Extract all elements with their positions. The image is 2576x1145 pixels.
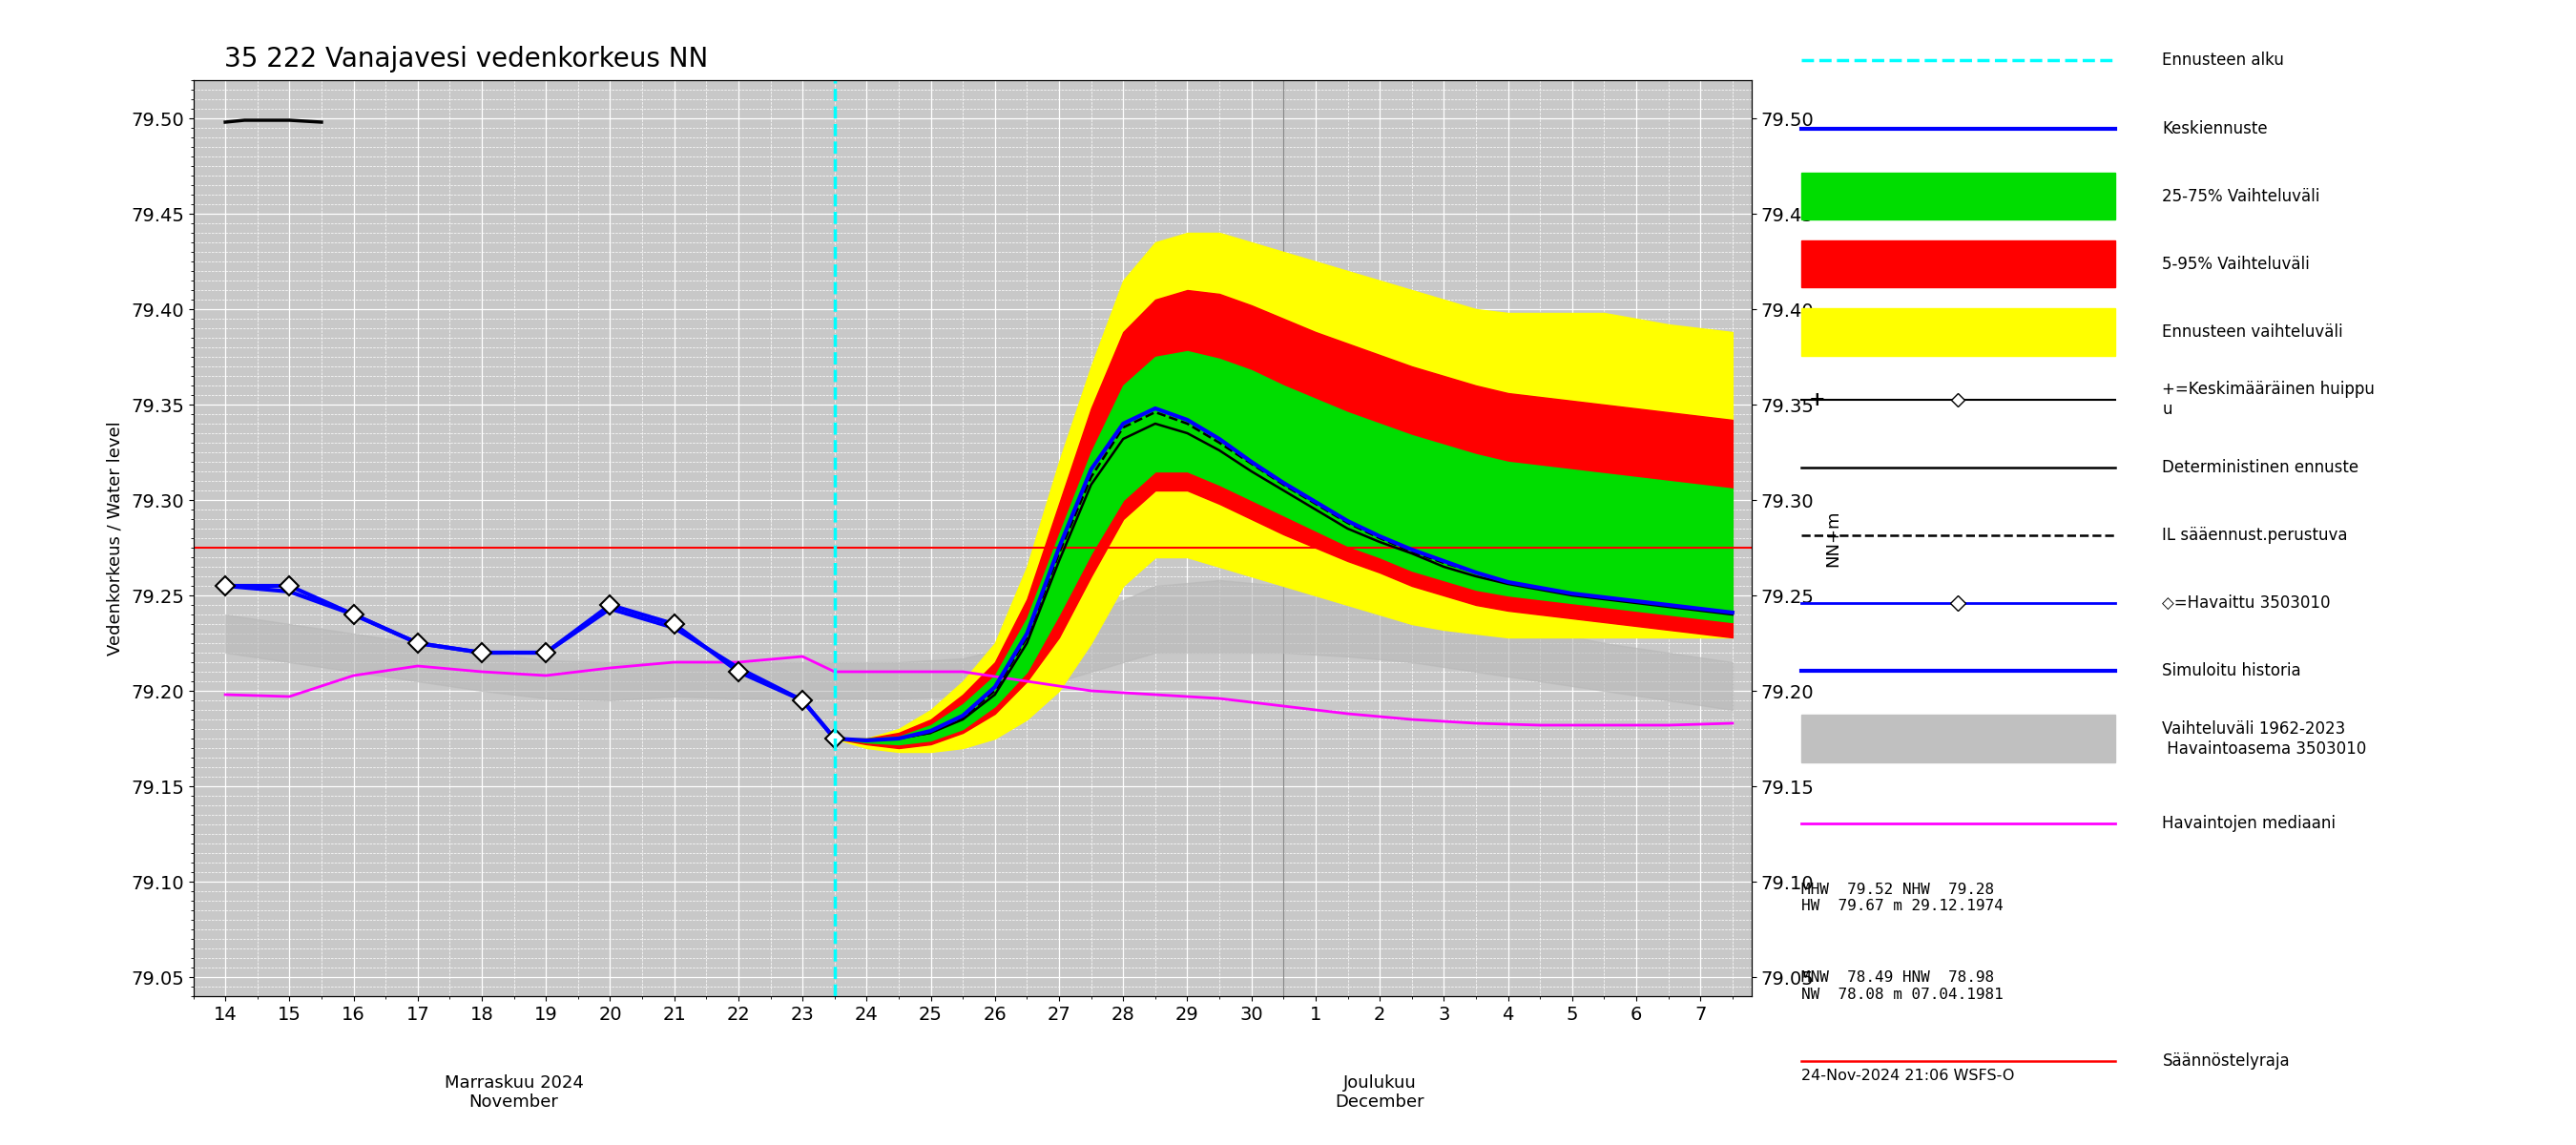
Y-axis label: Vedenkorkeus / Water level: Vedenkorkeus / Water level (106, 421, 124, 655)
Text: 35 222 Vanajavesi vedenkorkeus NN: 35 222 Vanajavesi vedenkorkeus NN (224, 46, 708, 72)
Text: Ennusteen vaihteluväli: Ennusteen vaihteluväli (2161, 323, 2344, 340)
Text: +=Keskimääräinen huippu
u: +=Keskimääräinen huippu u (2161, 381, 2375, 418)
Text: Keskiennuste: Keskiennuste (2161, 120, 2267, 137)
Text: 25-75% Vaihteluväli: 25-75% Vaihteluväli (2161, 188, 2321, 205)
Text: 5-95% Vaihteluväli: 5-95% Vaihteluväli (2161, 255, 2311, 273)
Text: +: + (1808, 390, 1826, 409)
Y-axis label: NN+m: NN+m (1824, 510, 1842, 567)
Text: Havaintojen mediaani: Havaintojen mediaani (2161, 815, 2336, 832)
Bar (1801, 308, 2115, 355)
Text: Marraskuu 2024
November: Marraskuu 2024 November (443, 1074, 582, 1111)
Text: Vaihteluväli 1962-2023
 Havaintoasema 3503010: Vaihteluväli 1962-2023 Havaintoasema 350… (2161, 720, 2367, 757)
Text: Säännöstelyraja: Säännöstelyraja (2161, 1052, 2290, 1069)
Bar (1801, 714, 2115, 763)
Text: Simuloitu historia: Simuloitu historia (2161, 662, 2300, 679)
Text: Ennusteen alku: Ennusteen alku (2161, 52, 2285, 69)
Bar (1801, 173, 2115, 220)
Text: 24-Nov-2024 21:06 WSFS-O: 24-Nov-2024 21:06 WSFS-O (1801, 1068, 2014, 1083)
Text: Joulukuu
December: Joulukuu December (1334, 1074, 1425, 1111)
Text: IL sääennust.perustuva: IL sääennust.perustuva (2161, 527, 2347, 544)
Text: ◇=Havaittu 3503010: ◇=Havaittu 3503010 (2161, 594, 2331, 611)
Text: MHW  79.52 NHW  79.28
HW  79.67 m 29.12.1974: MHW 79.52 NHW 79.28 HW 79.67 m 29.12.197… (1801, 883, 2004, 914)
Text: MNW  78.49 HNW  78.98
NW  78.08 m 07.04.1981: MNW 78.49 HNW 78.98 NW 78.08 m 07.04.198… (1801, 971, 2004, 1002)
Bar (1801, 240, 2115, 287)
Text: Deterministinen ennuste: Deterministinen ennuste (2161, 459, 2360, 476)
